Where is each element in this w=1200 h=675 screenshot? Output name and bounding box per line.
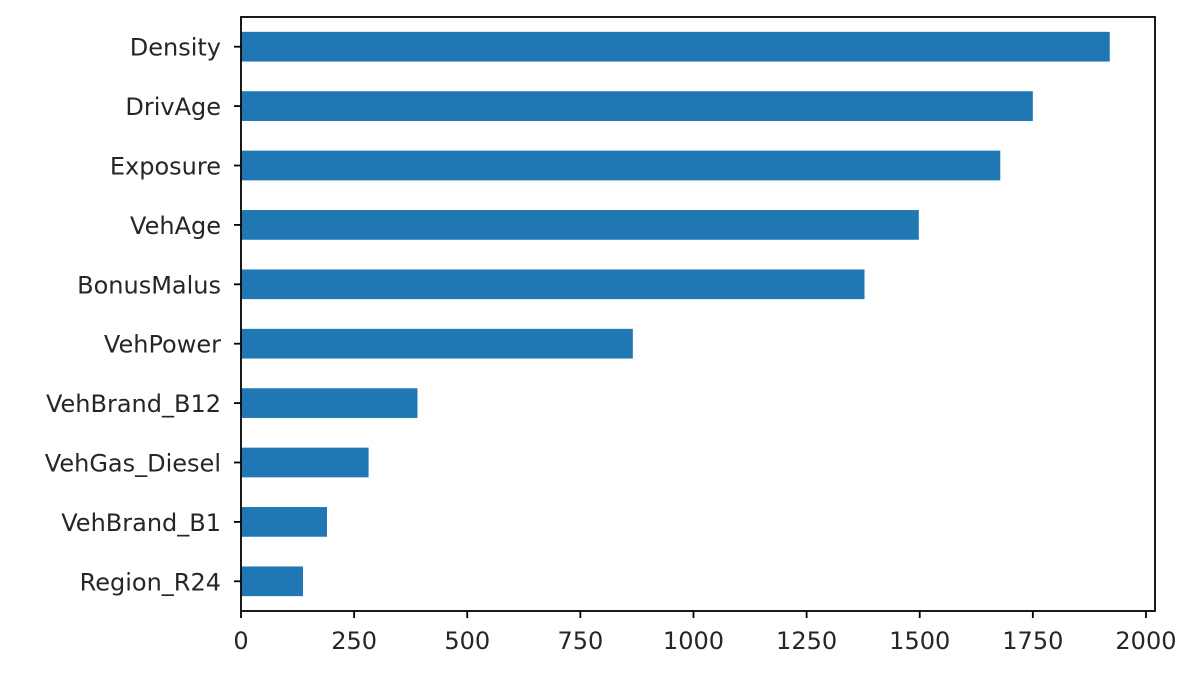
y-tick-label: VehBrand_B1 <box>61 509 221 537</box>
x-tick-label: 500 <box>444 627 490 655</box>
x-tick-label: 750 <box>557 627 603 655</box>
bar-region-r24 <box>241 566 303 597</box>
x-tick-label: 1000 <box>663 627 724 655</box>
bar-vehage <box>241 210 919 240</box>
y-tick-label: VehAge <box>130 212 221 240</box>
bar-vehbrand-b12 <box>241 388 418 418</box>
y-axis-ticks: Density DrivAge Exposure VehAge BonusMalus Ve… <box>45 34 241 596</box>
y-tick-label: VehBrand_B12 <box>46 390 221 418</box>
y-tick-label: Density <box>130 34 221 62</box>
bar-density <box>241 31 1110 62</box>
x-axis-ticks: 0 250 500 750 1000 1250 1500 1750 2000 <box>233 611 1176 655</box>
x-tick-label: 2000 <box>1115 627 1176 655</box>
x-tick-label: 1250 <box>776 627 837 655</box>
bar-exposure <box>241 150 1001 181</box>
y-tick-label: DrivAge <box>125 93 221 121</box>
x-tick-label: 1750 <box>1002 627 1063 655</box>
y-tick-label: Region_R24 <box>80 568 221 596</box>
y-tick-label: VehGas_Diesel <box>45 450 221 478</box>
x-tick-label: 0 <box>233 627 248 655</box>
bars-group <box>241 31 1110 597</box>
bar-vehgas-diesel <box>241 447 369 478</box>
y-tick-label: Exposure <box>110 153 221 181</box>
x-tick-label: 1500 <box>889 627 950 655</box>
plot-frame <box>240 16 1156 612</box>
bar-vehpower <box>241 328 633 359</box>
bar-bonusmalus <box>241 269 865 300</box>
x-tick-label: 250 <box>331 627 377 655</box>
y-tick-label: VehPower <box>104 331 221 359</box>
bar-drivage <box>241 91 1033 121</box>
bar-vehbrand-b1 <box>241 507 327 537</box>
y-tick-label: BonusMalus <box>77 271 221 299</box>
